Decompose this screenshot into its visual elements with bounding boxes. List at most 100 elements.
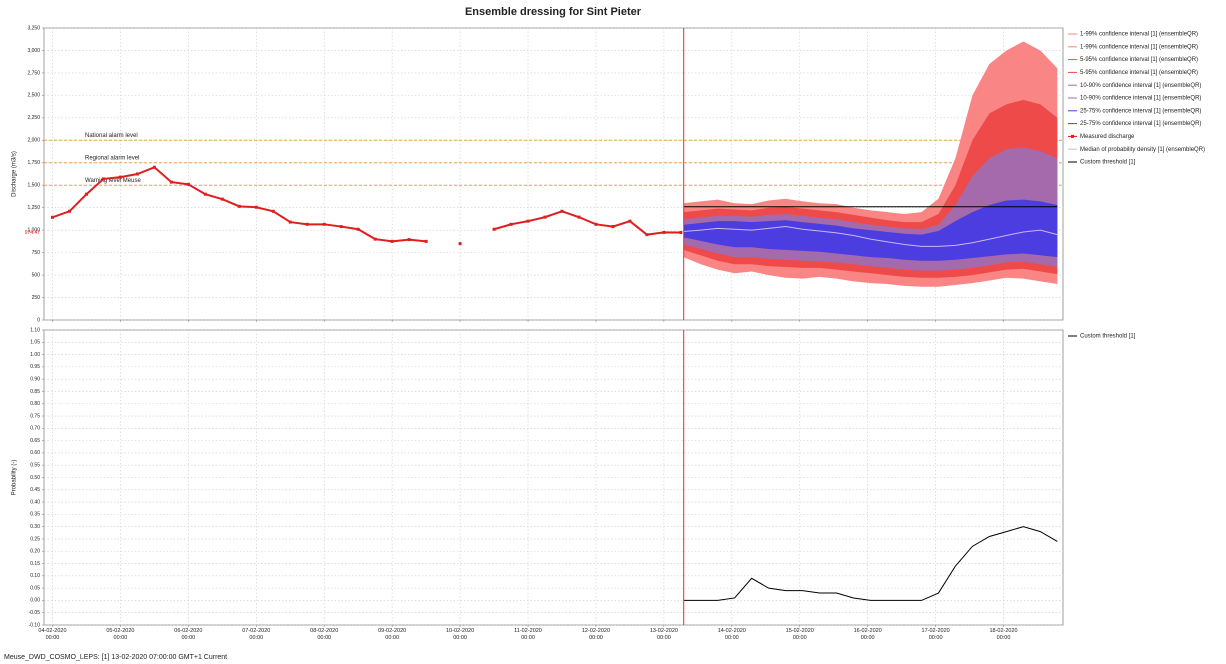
x-tick-label: 15-02-2020 00:00 (785, 628, 814, 641)
plot-area (43, 329, 1064, 626)
y-tick-label: -0.10 (29, 622, 41, 628)
measured-point (271, 209, 275, 213)
measured-point (407, 238, 411, 242)
y-tick-label: 0.15 (30, 561, 40, 567)
y-tick-label: 0.30 (30, 524, 40, 530)
y-tick-label: 2,500 (27, 93, 40, 99)
x-tick-label: 12-02-2020 00:00 (581, 628, 611, 641)
x-tick-label: 14-02-2020 00:00 (717, 628, 746, 641)
y-axis-label: Discharge (m3/s) (12, 151, 18, 197)
y-tick-label: 1,500 (27, 183, 40, 189)
y-tick-label: 0.00 (30, 598, 40, 604)
measured-point (662, 230, 666, 234)
series-line (683, 526, 1058, 601)
y-tick-label: 750 (32, 250, 41, 256)
legend-label: Median of probability density [1] (ensem… (1080, 147, 1205, 153)
y-tick-label: 0.95 (30, 364, 40, 370)
y-tick-label: 250 (32, 295, 41, 301)
last-value-label: 974.47 (25, 230, 41, 236)
legend-label: 25-75% confidence interval [1] (ensemble… (1080, 108, 1201, 114)
measured-point (50, 215, 54, 219)
measured-point (679, 230, 683, 234)
measured-point (458, 242, 462, 246)
x-tick-label: 06-02-2020 00:00 (174, 628, 203, 641)
measured-point (118, 175, 122, 179)
legend-label: 25-75% confidence interval [1] (ensemble… (1080, 121, 1201, 127)
legend-label: 5-95% confidence interval [1] (ensembleQ… (1080, 57, 1198, 63)
measured-point (203, 192, 207, 196)
y-tick-label: 0.75 (30, 413, 40, 419)
legend-label: 5-95% confidence interval [1] (ensembleQ… (1080, 70, 1198, 76)
measured-point (594, 222, 598, 226)
measured-point (526, 219, 530, 223)
y-tick-label: 0.65 (30, 438, 40, 444)
y-tick-label: 1,750 (27, 160, 40, 166)
x-tick-label: 11-02-2020 00:00 (514, 628, 542, 641)
measured-point (288, 220, 292, 224)
y-tick-label: 0 (37, 317, 40, 323)
y-tick-label: 1.00 (30, 352, 40, 358)
y-tick-label: 2,250 (27, 115, 40, 121)
x-tick-label: 04-02-2020 00:00 (38, 628, 67, 641)
chart-title: Ensemble dressing for Sint Pieter (465, 6, 642, 18)
measured-point (509, 222, 513, 226)
measured-point (220, 197, 224, 201)
measured-point (84, 192, 88, 196)
measured-point (135, 172, 139, 176)
x-tick-label: 09-02-2020 00:00 (378, 628, 407, 641)
y-tick-label: 500 (32, 272, 41, 278)
y-tick-label: 0.35 (30, 512, 40, 518)
measured-point (577, 215, 581, 219)
legend-marker (1071, 134, 1074, 138)
x-tick-label: 05-02-2020 00:00 (106, 628, 135, 641)
y-tick-label: 0.05 (30, 585, 40, 591)
measured-point (254, 205, 258, 209)
measured-point (186, 182, 190, 186)
measured-point (390, 239, 394, 243)
legend-label: Measured discharge (1080, 134, 1135, 140)
y-tick-label: 0.40 (30, 499, 40, 505)
alarm-label: Warning level Meuse (85, 178, 141, 184)
y-tick-label: 0.85 (30, 389, 40, 395)
legend-label: 1-99% confidence interval [1] (ensembleQ… (1080, 32, 1198, 38)
measured-point (339, 225, 343, 229)
y-tick-label: 0.10 (30, 573, 40, 579)
measured-point (611, 225, 615, 229)
x-tick-label: 18-02-2020 00:00 (989, 628, 1018, 641)
y-tick-label: 1.05 (30, 340, 40, 346)
legend-label: 10-90% confidence interval [1] (ensemble… (1080, 96, 1201, 102)
measured-point (373, 237, 377, 241)
y-tick-label: 2,000 (27, 138, 40, 144)
y-tick-label: 0.70 (30, 426, 40, 432)
series-line (683, 226, 1058, 247)
y-tick-label: 2,750 (27, 70, 40, 76)
measured-point (101, 177, 105, 181)
measured-point (152, 165, 156, 169)
confidence-band (683, 199, 1058, 261)
y-tick-label: 3,250 (27, 25, 40, 31)
alarm-label: National alarm level (85, 133, 138, 139)
x-tick-label: 17-02-2020 00:00 (921, 628, 950, 641)
measured-point (356, 227, 360, 231)
legend-label: Custom threshold [1] (1080, 160, 1136, 166)
measured-point (543, 215, 547, 219)
measured-point (560, 209, 564, 213)
y-tick-label: -0.05 (29, 610, 41, 616)
measured-point (424, 239, 428, 243)
y-tick-label: 0.55 (30, 463, 40, 469)
x-tick-label: 07-02-2020 00:00 (242, 628, 271, 641)
y-axis-label: Probability (-) (12, 460, 18, 496)
legend-label: 1-99% confidence interval [1] (ensembleQ… (1080, 44, 1198, 50)
y-tick-label: 1.10 (30, 327, 40, 333)
legend-label: 10-90% confidence interval [1] (ensemble… (1080, 83, 1201, 89)
y-tick-label: 0.50 (30, 475, 40, 481)
measured-point (645, 233, 649, 237)
measured-point (305, 222, 309, 226)
measured-point (492, 227, 496, 231)
y-tick-label: 3,000 (27, 48, 40, 54)
y-tick-label: 0.80 (30, 401, 40, 407)
measured-point (237, 204, 241, 208)
y-tick-label: 1,250 (27, 205, 40, 211)
